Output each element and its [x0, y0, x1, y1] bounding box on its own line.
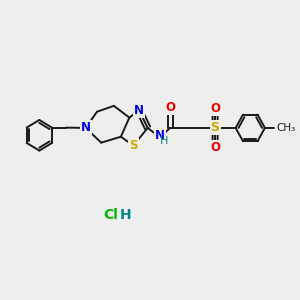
Text: HCl: HCl: [106, 208, 133, 222]
Text: O: O: [165, 101, 175, 114]
Text: H: H: [160, 136, 168, 146]
Text: CH₃: CH₃: [277, 123, 296, 133]
Text: N: N: [155, 129, 165, 142]
Text: N: N: [81, 122, 91, 134]
Text: H: H: [119, 208, 131, 222]
Text: O: O: [210, 102, 220, 115]
Text: S: S: [129, 139, 138, 152]
Text: Cl: Cl: [103, 208, 118, 222]
Text: S: S: [211, 122, 220, 134]
Text: N: N: [134, 104, 144, 117]
Text: O: O: [210, 141, 220, 154]
